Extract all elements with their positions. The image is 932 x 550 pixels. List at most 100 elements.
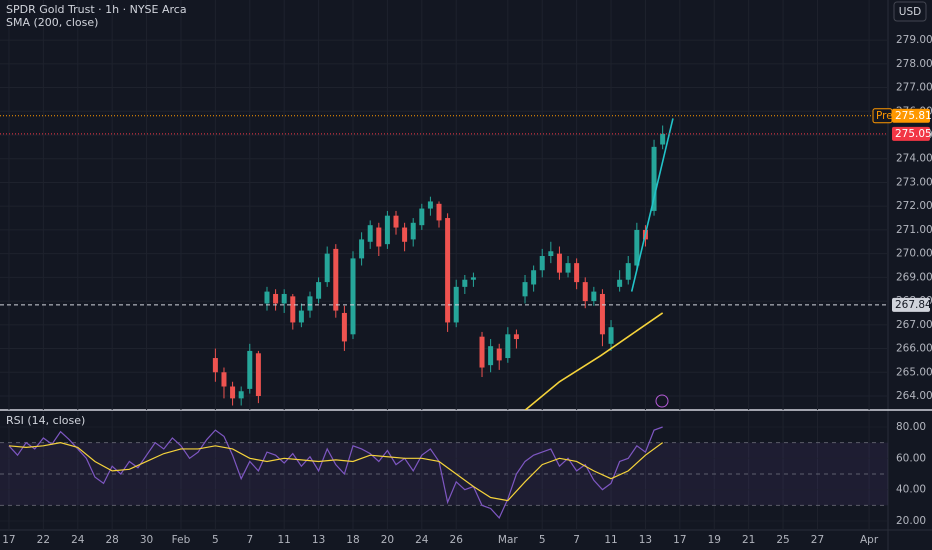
candle-body (350, 258, 356, 335)
x-tick-label: 17 (2, 534, 15, 546)
indicator-label: SMA (200, close) (6, 16, 98, 29)
candle-body (238, 391, 244, 399)
alert-icon[interactable] (655, 394, 669, 408)
candle-body (608, 327, 614, 344)
candle-body (290, 296, 296, 323)
candle-body (556, 253, 562, 273)
y-tick-label: 80.00 (896, 421, 926, 433)
price-label-box (892, 126, 930, 141)
y-tick-label: 40.00 (896, 484, 926, 496)
x-tick-label: 28 (105, 534, 118, 546)
y-tick-label: 277.00 (896, 82, 932, 94)
candle-body (393, 215, 399, 228)
rsi-ma-line (8, 442, 663, 502)
candle-body (634, 229, 640, 266)
candle-body (488, 346, 494, 366)
y-tick-label: 266.00 (896, 343, 932, 355)
y-tick-label: 20.00 (896, 515, 926, 527)
candle-body (531, 270, 537, 285)
x-tick-label: 7 (246, 534, 253, 546)
y-tick-label: 264.00 (896, 390, 932, 402)
rsi-pane (0, 411, 888, 530)
candle-body (462, 279, 468, 287)
x-tick-label: 27 (811, 534, 824, 546)
candle-body (316, 282, 322, 299)
candle-body (324, 253, 330, 283)
x-tick-label: Feb (172, 534, 191, 546)
x-tick-label: 26 (450, 534, 464, 546)
candle-body (410, 222, 416, 240)
candle-body (376, 227, 382, 247)
x-tick-label: 19 (708, 534, 721, 546)
y-tick-label: 60.00 (896, 452, 926, 464)
x-tick-label: 18 (346, 534, 359, 546)
y-tick-label: 269.00 (896, 271, 932, 283)
candle-body (565, 263, 571, 273)
candle-body (496, 348, 502, 361)
candle-body (591, 291, 597, 302)
candle-body (247, 350, 253, 389)
x-tick-label: 13 (312, 534, 325, 546)
candle-body (298, 310, 304, 323)
x-tick-label: 21 (742, 534, 755, 546)
price-label: 267.84 (895, 299, 932, 311)
x-tick-label: 13 (639, 534, 652, 546)
symbol-title: SPDR Gold Trust · 1h · NYSE Arca (6, 3, 187, 16)
candle-body (617, 279, 623, 287)
candle-body (384, 215, 390, 245)
candle-body (574, 263, 580, 283)
candle-body (582, 282, 588, 302)
x-tick-label: 5 (212, 534, 219, 546)
price-label-box (892, 108, 930, 123)
candle-body (307, 296, 313, 311)
candle-body (419, 208, 425, 226)
x-tick-label: 20 (381, 534, 394, 546)
x-tick-label: Mar (498, 534, 518, 546)
y-tick-label: 278.00 (896, 58, 932, 70)
y-tick-label: 274.00 (896, 153, 932, 165)
candle-body (281, 293, 287, 304)
y-tick-label: 267.00 (896, 319, 932, 331)
price-label: 275.81 (895, 110, 932, 122)
candle-body (479, 336, 485, 368)
candle-body (513, 334, 519, 340)
candle-body (264, 291, 270, 304)
price-pane (0, 0, 888, 410)
x-tick-label: 11 (604, 534, 617, 546)
x-tick-label: 24 (71, 534, 85, 546)
candle-body (599, 293, 605, 335)
candle-body (445, 218, 451, 323)
price-tag: Pre (876, 110, 893, 122)
candle-body (660, 133, 666, 145)
candle-body (341, 312, 347, 342)
sma-line (524, 312, 664, 410)
y-tick-label: 270.00 (896, 248, 932, 260)
y-tick-label: 265.00 (896, 366, 932, 378)
x-tick-label: 11 (278, 534, 291, 546)
candle-body (273, 293, 279, 304)
y-tick-label: 272.00 (896, 200, 932, 212)
x-tick-label: 24 (415, 534, 429, 546)
candle-body (548, 251, 554, 257)
candle-body (651, 146, 657, 211)
candle-body (522, 282, 528, 297)
x-tick-label: 7 (573, 534, 580, 546)
x-tick-label: 17 (673, 534, 686, 546)
candle-body (333, 248, 339, 311)
candle-body (230, 386, 236, 399)
candle-body (470, 277, 476, 280)
currency-label[interactable]: USD (899, 6, 921, 18)
y-tick-label: 271.00 (896, 224, 932, 236)
x-tick-label: 30 (140, 534, 153, 546)
axes: 279.00278.00277.00276.00275.00274.00273.… (2, 34, 932, 546)
candle-body (436, 203, 442, 221)
candle-body (625, 263, 631, 280)
currency-button[interactable] (893, 1, 927, 22)
y-tick-label: 279.00 (896, 34, 932, 46)
trend-line (630, 118, 674, 292)
candle-body (505, 334, 511, 359)
price-tag-box (872, 108, 893, 124)
candle-body (539, 256, 545, 271)
candle-body (359, 239, 365, 259)
